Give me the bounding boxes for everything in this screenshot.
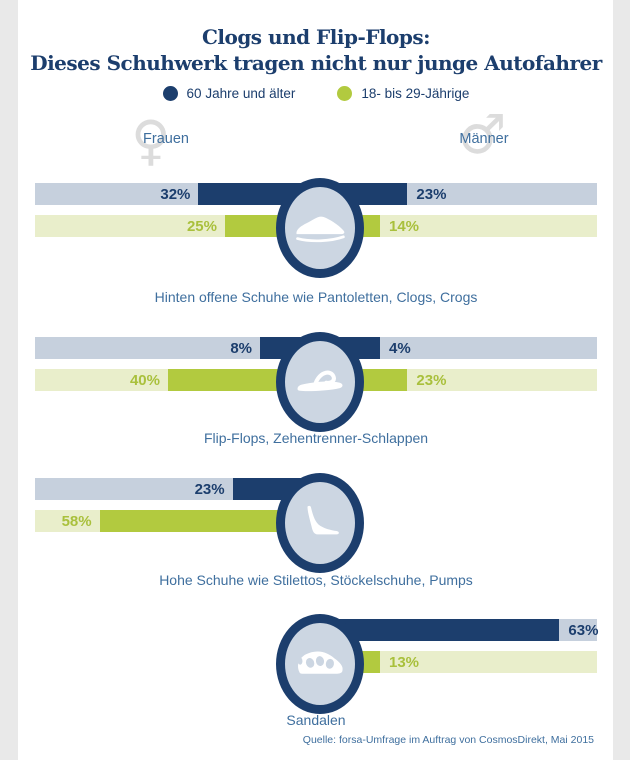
- source-note: Quelle: forsa-Umfrage im Auftrag von Cos…: [302, 734, 594, 746]
- left-edge-band: [0, 0, 18, 760]
- male-icon: ♂: [458, 103, 507, 166]
- younger-series-dot-icon: [337, 86, 353, 101]
- legend-label-older: 60 Jahre und älter: [186, 86, 296, 101]
- percent-label-younger-men: 14%: [389, 218, 420, 235]
- bar-track-younger: [320, 651, 597, 673]
- column-label-men: Männer: [459, 131, 509, 147]
- chart-title-line2: Dieses Schuhwerk tragen nicht nur junge …: [30, 51, 602, 75]
- row-caption: Flip-Flops, Zehentrenner-Schlappen: [203, 430, 429, 446]
- percent-label-older-men: 63%: [568, 622, 599, 639]
- chart-title-line1: Clogs und Flip-Flops:: [201, 25, 431, 49]
- bar-fill-older-men: [320, 619, 560, 641]
- percent-label-younger-women: 25%: [186, 218, 217, 235]
- percent-label-younger-men: 13%: [389, 654, 420, 671]
- legend-label-younger: 18- bis 29-Jährige: [361, 86, 470, 101]
- percent-label-older-women: 23%: [194, 481, 225, 498]
- shoe-badge: [276, 332, 364, 432]
- percent-label-older-women: 8%: [230, 340, 252, 357]
- right-edge-band: [613, 0, 630, 760]
- shoe-badge: [276, 473, 364, 573]
- flip-flop-icon: [293, 361, 347, 404]
- percent-label-younger-women: 40%: [129, 372, 160, 389]
- female-icon: ♀: [131, 109, 171, 172]
- high-heel-icon: [295, 501, 345, 546]
- older-series-dot-icon: [162, 86, 178, 101]
- legend-item-older: 60 Jahre und älter: [162, 86, 296, 101]
- row-caption: Hinten offene Schuhe wie Pantoletten, Cl…: [154, 289, 478, 305]
- sandal-icon: [293, 643, 347, 686]
- bar-fill-younger-women: [99, 510, 320, 532]
- percent-label-older-men: 23%: [416, 186, 447, 203]
- percent-label-younger-men: 23%: [416, 372, 447, 389]
- percent-label-older-women: 32%: [160, 186, 191, 203]
- row-caption: Sandalen: [286, 712, 346, 728]
- column-label-women: Frauen: [143, 131, 189, 147]
- shoe-badge: [276, 614, 364, 714]
- legend: 60 Jahre und älter 18- bis 29-Jährige: [16, 86, 616, 101]
- row-caption: Hohe Schuhe wie Stilettos, Stöckelschuhe…: [159, 572, 473, 588]
- percent-label-older-men: 4%: [389, 340, 411, 357]
- clog-icon: [293, 207, 347, 250]
- percent-label-younger-women: 58%: [61, 513, 92, 530]
- shoe-badge: [276, 178, 364, 278]
- legend-item-younger: 18- bis 29-Jährige: [337, 86, 469, 101]
